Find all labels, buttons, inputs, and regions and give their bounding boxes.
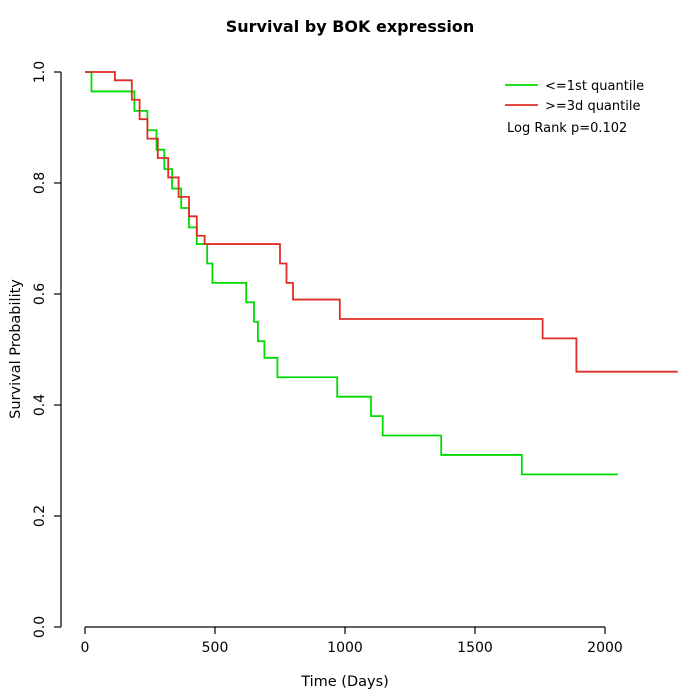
- x-tick-label: 1000: [327, 640, 363, 656]
- y-tick-label: 0.4: [32, 394, 48, 416]
- legend-label-high: >=3d quantile: [545, 99, 640, 114]
- x-tick-label: 2000: [587, 640, 623, 656]
- x-tick-label: 0: [81, 640, 90, 656]
- y-tick-label: 1.0: [32, 61, 48, 83]
- km-curve-low-expression: [85, 71, 618, 476]
- y-axis-label: Survival Probability: [8, 279, 24, 419]
- y-tick-label: 0.2: [32, 505, 48, 527]
- legend-label-low: <=1st quantile: [545, 79, 644, 94]
- x-axis-label: Time (Days): [300, 674, 389, 690]
- km-curve-high-expression: [85, 71, 678, 373]
- y-tick-label: 0.6: [32, 283, 48, 305]
- logrank-annotation: Log Rank p=0.102: [507, 121, 627, 136]
- x-tick-label: 1500: [457, 640, 493, 656]
- x-tick-label: 500: [202, 640, 229, 656]
- y-tick-label: 0.0: [32, 616, 48, 638]
- chart-title: Survival by BOK expression: [226, 17, 475, 36]
- y-tick-label: 0.8: [32, 172, 48, 194]
